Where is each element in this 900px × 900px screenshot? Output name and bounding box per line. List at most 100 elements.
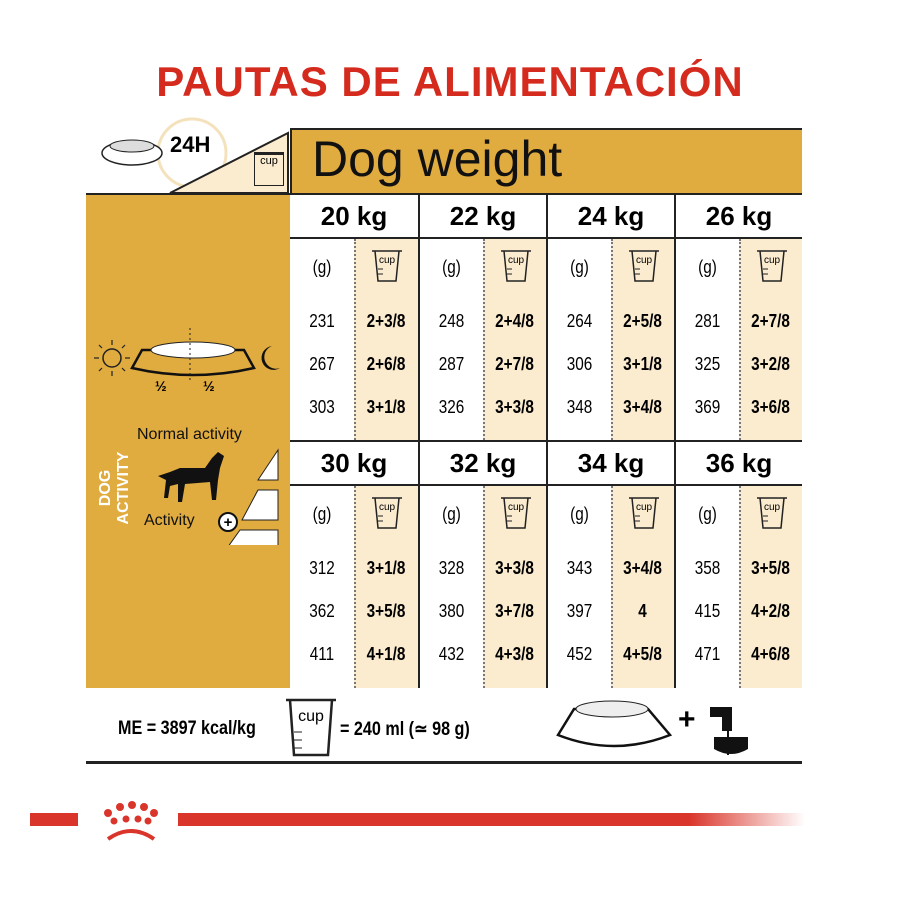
cups-value: 2+6/8 (366, 354, 406, 374)
grams-value: 411 (309, 644, 335, 664)
grams-column: (g) (420, 239, 483, 440)
bowl-and-water-icon (556, 700, 748, 755)
grams-value: 358 (694, 558, 721, 578)
cups-value: 2+7/8 (495, 354, 534, 374)
cup-icon: cup (500, 497, 531, 529)
svg-text:cup: cup (379, 502, 396, 513)
svg-text:cup: cup (507, 502, 524, 513)
cups-column: cup (483, 239, 546, 440)
footer-divider (86, 761, 802, 764)
cups-value: 2+4/8 (495, 311, 534, 331)
dog-activity-label: DOG ACTIVITY (97, 451, 132, 525)
cups-value: 3+1/8 (366, 558, 406, 578)
cups-column: cup (354, 239, 418, 440)
grams-value: 287 (438, 354, 465, 374)
cups-value: 3+3/8 (495, 397, 534, 417)
weight-header: 20 kg (290, 193, 418, 239)
cup-equivalence: = 240 ml (≃ 98 g) (340, 719, 470, 740)
grams-value: 348 (566, 397, 593, 417)
grams-value: 397 (566, 601, 593, 621)
grams-unit: (g) (442, 504, 461, 524)
grams-value: 281 (694, 311, 721, 331)
svg-text:cup: cup (507, 255, 524, 266)
grams-value: 306 (566, 354, 593, 374)
weight-header: 22 kg (420, 193, 546, 239)
page-title: PAUTAS DE ALIMENTACIÓN (156, 58, 744, 105)
weight-column: 30 kg (g) cup 312 3+1/8 362 3+5/8 411 4+1/8 (290, 440, 418, 688)
grams-unit: (g) (312, 504, 332, 524)
grams-value: 267 (309, 354, 335, 374)
cups-value: 3+4/8 (623, 558, 662, 578)
grams-value: 452 (566, 644, 593, 664)
grams-value: 303 (309, 397, 335, 417)
svg-text:+: + (224, 514, 233, 531)
cup-icon: cup (756, 497, 787, 529)
cups-value: 2+7/8 (751, 311, 790, 331)
cups-value: 4+6/8 (751, 644, 790, 664)
svg-text:cup: cup (635, 255, 652, 266)
cup-icon: cup (756, 250, 787, 282)
grams-column: (g) (676, 486, 739, 688)
cups-value: 4+2/8 (751, 601, 790, 621)
feeding-info-panel (86, 193, 290, 688)
cups-value: 3+4/8 (623, 397, 662, 417)
cups-value: 4+1/8 (366, 644, 406, 664)
cups-value: 3+1/8 (623, 354, 662, 374)
cup-icon: cup (628, 250, 659, 282)
grams-value: 231 (309, 311, 335, 331)
grams-unit: (g) (698, 257, 717, 277)
brand-bar (30, 813, 805, 826)
grams-value: 343 (566, 558, 593, 578)
dog-activity-icon: + (158, 448, 279, 545)
cup-icon: cup (254, 152, 284, 186)
weight-header: 24 kg (548, 193, 674, 239)
grams-column: (g) (676, 239, 739, 440)
cups-value: 3+5/8 (366, 601, 406, 621)
activity-label: Activity (144, 512, 195, 529)
weight-column: 36 kg (g) cup 358 3+5/8 415 4+2/8 471 4+6/8 (674, 440, 802, 688)
cups-value: 4+5/8 (623, 644, 662, 664)
cups-column: cup (739, 486, 802, 688)
weight-header: 34 kg (548, 440, 674, 486)
grams-column: (g) (548, 486, 611, 688)
metabolizable-energy: ME = 3897 kcal/kg (118, 718, 256, 739)
svg-text:cup: cup (379, 255, 396, 266)
grams-unit: (g) (698, 504, 717, 524)
cups-column: cup (483, 486, 546, 688)
cups-value: 3+3/8 (495, 558, 534, 578)
grams-value: 328 (438, 558, 465, 578)
cups-value: 4+3/8 (495, 644, 534, 664)
grams-value: 264 (566, 311, 593, 331)
grams-column: (g) (290, 486, 354, 688)
half-left-label: ½ (155, 378, 167, 394)
cup-icon: cup (372, 250, 402, 282)
cups-value: 3+1/8 (366, 397, 406, 417)
cups-value: 3+5/8 (751, 558, 790, 578)
svg-text:cup: cup (763, 255, 780, 266)
grams-unit: (g) (570, 257, 589, 277)
royal-canin-crown-logo (78, 795, 178, 845)
grams-value: 312 (309, 558, 335, 578)
svg-text:cup: cup (763, 502, 780, 513)
cups-column: cup (611, 239, 674, 440)
weight-header: 26 kg (676, 193, 802, 239)
24h-label: 24H (170, 132, 211, 157)
grams-column: (g) (290, 239, 354, 440)
grams-unit: (g) (570, 504, 589, 524)
grams-value: 369 (694, 397, 721, 417)
grams-column: (g) (548, 239, 611, 440)
cups-value: 3+7/8 (495, 601, 534, 621)
normal-activity-label: Normal activity (137, 426, 242, 443)
grams-value: 325 (694, 354, 721, 374)
weight-header: 30 kg (290, 440, 418, 486)
weight-column: 22 kg (g) cup 248 2+4/8 287 2+7/8 326 3+3/8 (418, 193, 546, 440)
grams-value: 362 (309, 601, 335, 621)
cups-column: cup (611, 486, 674, 688)
cups-value: 3+6/8 (751, 397, 790, 417)
dog-weight-title: Dog weight (312, 131, 563, 187)
cup-icon: cup (500, 250, 531, 282)
weight-column: 24 kg (g) cup 264 2+5/8 306 3+1/8 348 3+4/8 (546, 193, 674, 440)
svg-text:cup: cup (635, 502, 652, 513)
weight-column: 26 kg (g) cup 281 2+7/8 325 3+2/8 369 3+6/8 (674, 193, 802, 440)
svg-text:cup: cup (298, 708, 324, 725)
